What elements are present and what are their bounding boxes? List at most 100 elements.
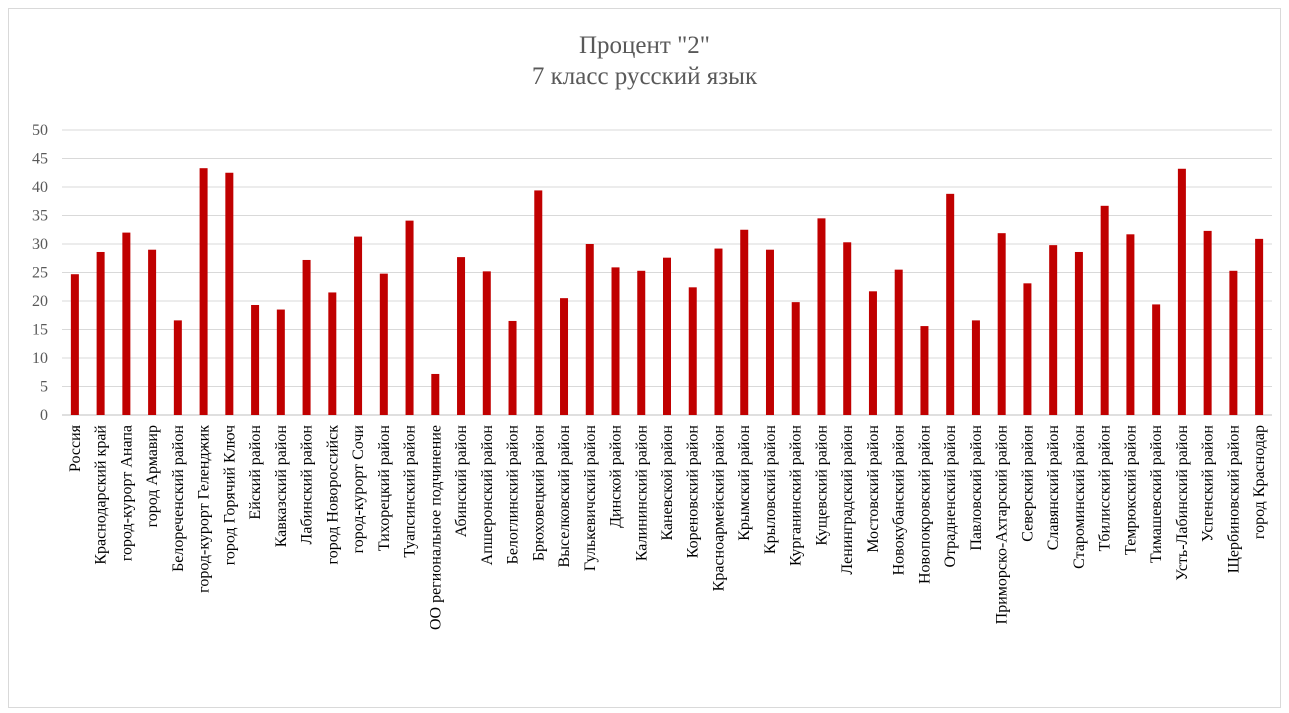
x-category-label: город Краснодар (1251, 425, 1268, 539)
bar (920, 326, 929, 415)
y-tick-label: 50 (32, 122, 48, 139)
bar (1074, 251, 1083, 415)
bar (122, 232, 131, 415)
bar (1255, 238, 1264, 415)
y-tick-label: 0 (40, 407, 48, 424)
x-category-label: Новопокровский район (916, 425, 933, 584)
bar (199, 168, 208, 415)
y-tick-label: 20 (32, 293, 48, 310)
x-category-label: Мостовский район (865, 425, 882, 553)
x-category-label: Успенский район (1200, 425, 1217, 542)
bar (1203, 230, 1212, 415)
x-category-label: город Армавир (144, 425, 161, 527)
bar (508, 320, 517, 415)
x-category-label: город-курорт Сочи (350, 425, 367, 554)
x-category-label: Тихорецкий район (376, 425, 393, 552)
bar (817, 218, 826, 415)
x-category-label: город-курорт Геленджик (196, 425, 213, 593)
bars (70, 168, 1264, 415)
x-category-label: Каневской район (659, 425, 676, 541)
x-category-label: Староминский район (1071, 425, 1088, 569)
x-category-label: Лабинский район (299, 425, 316, 545)
x-category-label: Кореновский район (685, 425, 702, 559)
bar (1049, 245, 1058, 415)
x-category-label: Тимашевский район (1148, 425, 1165, 564)
x-category-label: Ейский район (247, 425, 264, 520)
y-tick-label: 15 (32, 322, 48, 339)
x-category-label: Славянский район (1045, 425, 1062, 551)
bar (663, 257, 671, 415)
x-category-label: город Горячий Ключ (221, 425, 238, 565)
bar (946, 193, 955, 415)
bar (971, 320, 980, 415)
x-category-label: город Новороссийск (324, 425, 341, 565)
y-tick-label: 45 (32, 151, 48, 168)
y-tick-label: 5 (40, 379, 48, 396)
bar (560, 298, 569, 415)
bar (688, 287, 697, 415)
chart-title-block: Процент "2" 7 класс русский язык (0, 30, 1289, 92)
x-category-label: Тбилисский район (1097, 425, 1114, 552)
bar (302, 259, 311, 415)
bar (405, 220, 414, 415)
x-category-label: Туапсинский район (402, 425, 419, 558)
chart-title: Процент "2" (579, 32, 710, 59)
bar (534, 190, 543, 415)
x-category-label: Выселковский район (556, 425, 573, 568)
x-category-label: Красноармейский район (710, 425, 727, 592)
x-category-label: Курганинский район (788, 425, 805, 566)
x-category-label: Динской район (608, 425, 625, 528)
bar (70, 274, 79, 415)
x-category-label: Белоглинский район (505, 425, 522, 565)
x-category-label: Краснодарский край (93, 425, 110, 565)
bar (96, 251, 105, 415)
bar (379, 273, 388, 415)
x-category-label: Кавказский район (273, 425, 290, 548)
bar (868, 291, 877, 415)
bar (740, 229, 749, 415)
bar (225, 172, 234, 415)
bar (354, 236, 363, 415)
x-axis-labels: Россия Краснодарский край город-курорт Ана… (67, 424, 1268, 630)
bar (482, 271, 491, 415)
bar (611, 267, 620, 415)
bar (997, 233, 1006, 415)
x-category-label: Крыловский район (762, 425, 779, 555)
bar (1229, 270, 1238, 415)
x-category-label: Белореченский район (170, 425, 187, 572)
x-category-label: город-курорт Анапа (118, 425, 135, 561)
x-category-label: Щербиновский район (1225, 425, 1242, 574)
bar (251, 304, 260, 415)
bar (1177, 168, 1186, 415)
bar (843, 242, 852, 415)
bar (328, 292, 337, 415)
bar (637, 270, 646, 415)
chart-subtitle: 7 класс русский язык (531, 63, 758, 90)
x-category-label: Крымский район (736, 425, 753, 541)
bar (585, 244, 594, 415)
bar (276, 309, 285, 415)
x-category-label: Россия (67, 424, 84, 472)
bar (894, 269, 903, 415)
bar (173, 320, 182, 415)
bar (791, 302, 800, 415)
y-tick-label: 25 (32, 265, 48, 282)
bar (714, 248, 723, 415)
x-category-label: Темрюкский район (1122, 425, 1139, 555)
bar (431, 373, 440, 415)
bar (1126, 234, 1135, 415)
x-category-label: Абинский район (453, 425, 470, 538)
x-category-label: Калининский район (633, 425, 650, 562)
bar (1152, 304, 1161, 415)
bar (148, 249, 157, 415)
x-category-label: Северский район (1019, 425, 1036, 542)
bar (765, 249, 774, 415)
x-category-label: Брюховецкий район (530, 425, 547, 562)
x-category-label: Павловский район (968, 425, 985, 551)
y-tick-label: 35 (32, 208, 48, 225)
x-category-label: ОО региональное подчинение (427, 425, 444, 630)
bar (1100, 205, 1109, 415)
bar (457, 257, 466, 415)
x-category-label: Ленинградский район (839, 425, 856, 575)
